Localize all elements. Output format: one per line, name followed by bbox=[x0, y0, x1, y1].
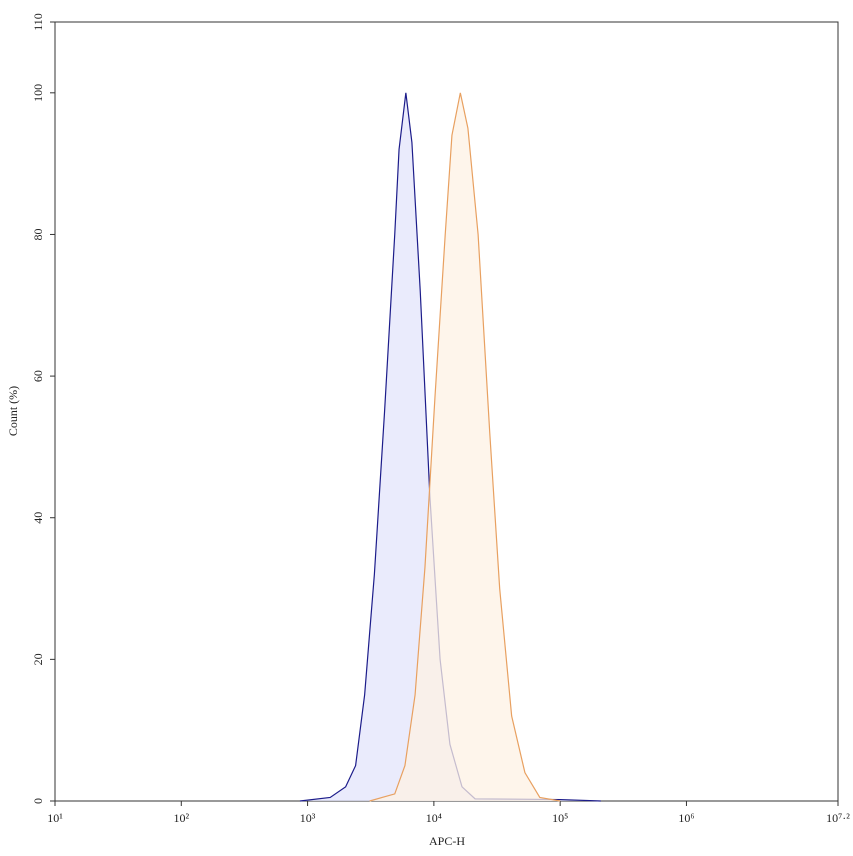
y-tick-label: 100 bbox=[31, 84, 45, 102]
y-tick-label: 60 bbox=[31, 370, 45, 382]
y-tick-label: 40 bbox=[31, 512, 45, 524]
series-line bbox=[369, 92, 561, 802]
y-axis-label: Count (%) bbox=[6, 386, 20, 436]
x-tick-label: 10³ bbox=[300, 811, 316, 825]
x-tick-label: 10⁵ bbox=[552, 811, 568, 825]
area-fill bbox=[299, 92, 601, 802]
x-tick-label: 10¹ bbox=[47, 811, 63, 825]
x-tick-label: 10⁶ bbox=[678, 811, 694, 825]
y-tick-label: 80 bbox=[31, 228, 45, 240]
area-fill bbox=[369, 92, 561, 802]
x-tick-label: 10⁴ bbox=[426, 811, 442, 825]
y-tick-label: 110 bbox=[31, 13, 45, 31]
x-axis-label: APC-H bbox=[429, 834, 465, 848]
y-tick-label: 20 bbox=[31, 653, 45, 665]
y-tick-label: 0 bbox=[31, 798, 45, 804]
x-tick-label: 10⁷·² bbox=[826, 811, 850, 825]
x-tick-label: 10² bbox=[173, 811, 189, 825]
